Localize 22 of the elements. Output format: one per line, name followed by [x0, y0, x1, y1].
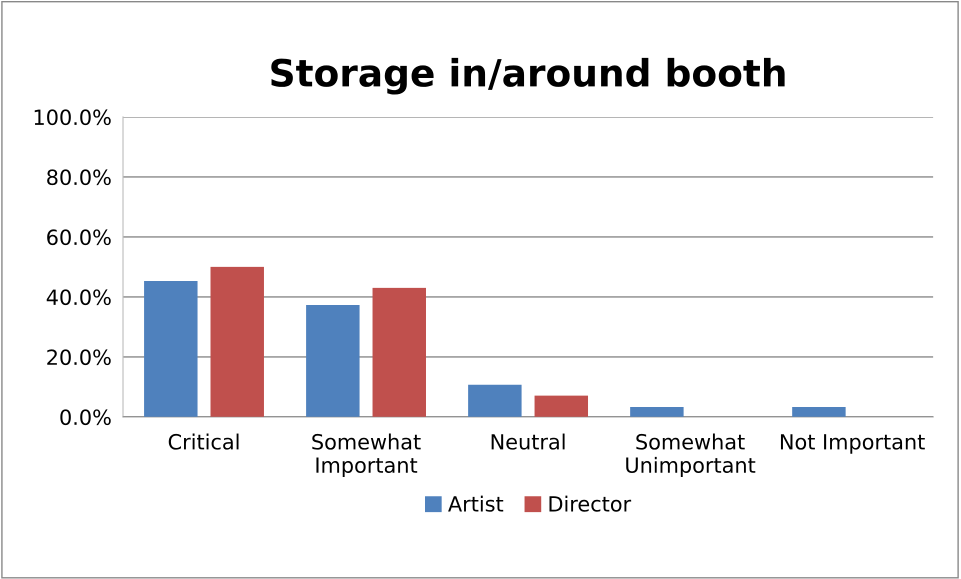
- x-tick-label: Not Important: [780, 434, 925, 454]
- bar: [630, 406, 684, 417]
- bar: [468, 384, 522, 417]
- bar: [210, 266, 264, 417]
- y-tick-label: 80.0%: [47, 169, 111, 186]
- y-tick-label: 40.0%: [46, 289, 111, 306]
- legend-label: Director: [550, 496, 632, 512]
- bar: [372, 288, 426, 417]
- x-tick-label: Somewhat Important: [312, 434, 421, 478]
- x-tick-label: Somewhat Unimportant: [626, 434, 756, 478]
- bar: [792, 406, 846, 417]
- bar: [144, 281, 198, 417]
- x-tick-label: Critical: [168, 434, 238, 450]
- y-tick-label: 20.0%: [47, 349, 111, 366]
- y-tick-label: 100.0%: [34, 109, 111, 126]
- x-tick-label: Neutral: [492, 434, 565, 450]
- legend-label: Artist: [448, 496, 504, 512]
- bar: [306, 305, 360, 417]
- y-tick-label: 0.0%: [60, 409, 111, 426]
- chart-title: Storage in/around booth: [271, 58, 785, 94]
- bar: [534, 396, 588, 417]
- y-tick-label: 60.0%: [47, 229, 111, 246]
